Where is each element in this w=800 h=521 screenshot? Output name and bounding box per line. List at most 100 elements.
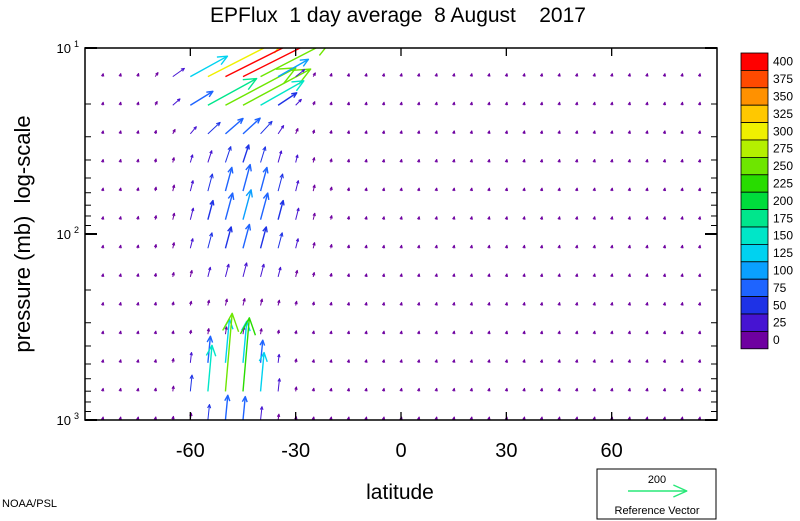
flux-arrow — [680, 158, 684, 163]
arrow-head — [662, 73, 667, 77]
arrow-head — [557, 387, 561, 392]
flux-arrow — [364, 73, 368, 77]
arrow-head — [645, 187, 649, 192]
arrow-head — [539, 73, 544, 77]
flux-arrow — [260, 80, 305, 106]
arrow-head — [645, 216, 649, 220]
flux-arrow — [224, 226, 233, 249]
arrow-head — [329, 330, 333, 335]
flux-arrow — [346, 359, 351, 363]
arrow-head — [697, 416, 702, 420]
flux-arrow — [364, 302, 368, 306]
arrow-head — [452, 416, 456, 420]
arrow-head — [592, 244, 596, 249]
flux-arrow — [487, 359, 491, 363]
flux-arrow — [364, 273, 368, 278]
flux-arrow — [207, 266, 212, 278]
flux-arrow — [627, 73, 631, 77]
arrow-head — [399, 73, 403, 77]
colorbar-cell — [740, 104, 769, 123]
arrow-head — [346, 244, 351, 249]
chart-title: EPFlux 1 day average 8 August 2017 — [210, 4, 586, 27]
arrow-head — [452, 216, 456, 220]
arrow-head — [539, 416, 544, 420]
flux-arrow — [680, 73, 684, 77]
flux-arrow — [153, 301, 158, 306]
arrow-shaft — [207, 267, 211, 278]
flux-arrow — [610, 387, 614, 392]
arrow-head — [346, 273, 351, 277]
flux-arrow — [242, 144, 250, 163]
flux-arrow — [381, 359, 386, 363]
arrow-head — [487, 302, 491, 306]
flux-arrow — [399, 387, 403, 392]
arrow-head — [136, 158, 140, 163]
arrow-head — [627, 130, 631, 134]
flux-arrow — [627, 273, 631, 278]
flux-arrow — [487, 158, 491, 163]
flux-arrow — [224, 326, 228, 335]
arrow-shaft — [224, 167, 233, 192]
arrow-head — [346, 301, 351, 306]
flux-arrow — [504, 216, 509, 220]
arrow-head — [299, 43, 302, 46]
arrow-head — [592, 330, 596, 335]
flux-arrow — [260, 48, 263, 49]
arrow-head — [136, 387, 140, 392]
flux-arrow — [575, 216, 579, 220]
arrow-head — [154, 101, 158, 105]
arrow-head — [522, 73, 526, 77]
arrow-head — [346, 187, 351, 191]
arrow-shaft — [224, 117, 244, 135]
arrow-head — [224, 326, 228, 330]
arrow-head — [118, 244, 122, 249]
flux-arrow — [101, 359, 105, 363]
arrow-head — [190, 154, 194, 158]
flux-arrow — [258, 351, 268, 392]
flux-arrow — [294, 358, 298, 363]
arrow-head — [557, 101, 561, 106]
colorbar-label: 375 — [773, 72, 793, 86]
arrow-head — [279, 232, 284, 237]
flux-arrow — [189, 180, 195, 192]
flux-arrow — [118, 158, 122, 163]
arrow-head — [697, 130, 702, 134]
arrow-head — [592, 158, 596, 163]
flux-arrow — [487, 216, 491, 220]
y-tick-exponent: 2 — [74, 225, 79, 235]
arrow-head — [539, 187, 544, 192]
flux-arrow — [295, 154, 299, 163]
flux-arrow — [697, 387, 702, 392]
arrow-head — [504, 130, 509, 134]
arrow-head — [262, 192, 270, 200]
flux-arrow — [697, 244, 702, 249]
arrow-shaft — [295, 69, 305, 78]
arrow-head — [469, 273, 473, 277]
arrow-head — [171, 358, 175, 362]
arrow-head — [645, 330, 649, 335]
arrow-head — [292, 36, 298, 41]
arrow-shaft — [207, 345, 213, 392]
arrow-head — [364, 216, 368, 220]
arrow-shaft — [277, 267, 282, 278]
colorbar-label: 250 — [773, 159, 793, 173]
flux-arrow — [557, 101, 561, 106]
x-tick-label: -30 — [281, 440, 310, 462]
colorbar-label: 125 — [773, 246, 793, 260]
arrow-head — [312, 101, 316, 105]
arrow-head — [610, 302, 614, 306]
arrow-head — [504, 273, 509, 277]
flux-arrow — [207, 199, 215, 220]
flux-arrow — [645, 302, 649, 306]
arrow-head — [171, 415, 175, 420]
arrow-head — [417, 302, 421, 306]
flux-arrow — [539, 73, 544, 77]
colorbar-cell — [740, 330, 769, 350]
arrow-shaft — [224, 226, 232, 249]
flux-arrow — [312, 212, 316, 220]
arrow-shaft — [207, 150, 213, 163]
arrow-head — [311, 129, 316, 134]
flux-arrow — [118, 101, 122, 106]
flux-arrow — [627, 158, 631, 163]
y-tick-exponent: 3 — [74, 411, 79, 421]
